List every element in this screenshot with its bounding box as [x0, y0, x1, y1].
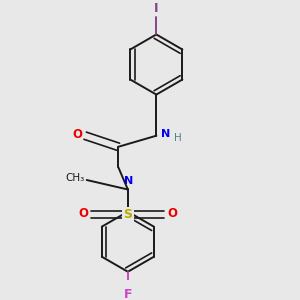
- Text: F: F: [124, 288, 132, 300]
- Text: O: O: [78, 207, 88, 220]
- Text: S: S: [123, 208, 132, 221]
- Text: I: I: [154, 2, 159, 16]
- Text: H: H: [174, 133, 182, 143]
- Text: N: N: [124, 176, 134, 186]
- Text: N: N: [161, 129, 170, 139]
- Text: CH₃: CH₃: [65, 173, 84, 183]
- Text: O: O: [167, 207, 177, 220]
- Text: O: O: [72, 128, 82, 141]
